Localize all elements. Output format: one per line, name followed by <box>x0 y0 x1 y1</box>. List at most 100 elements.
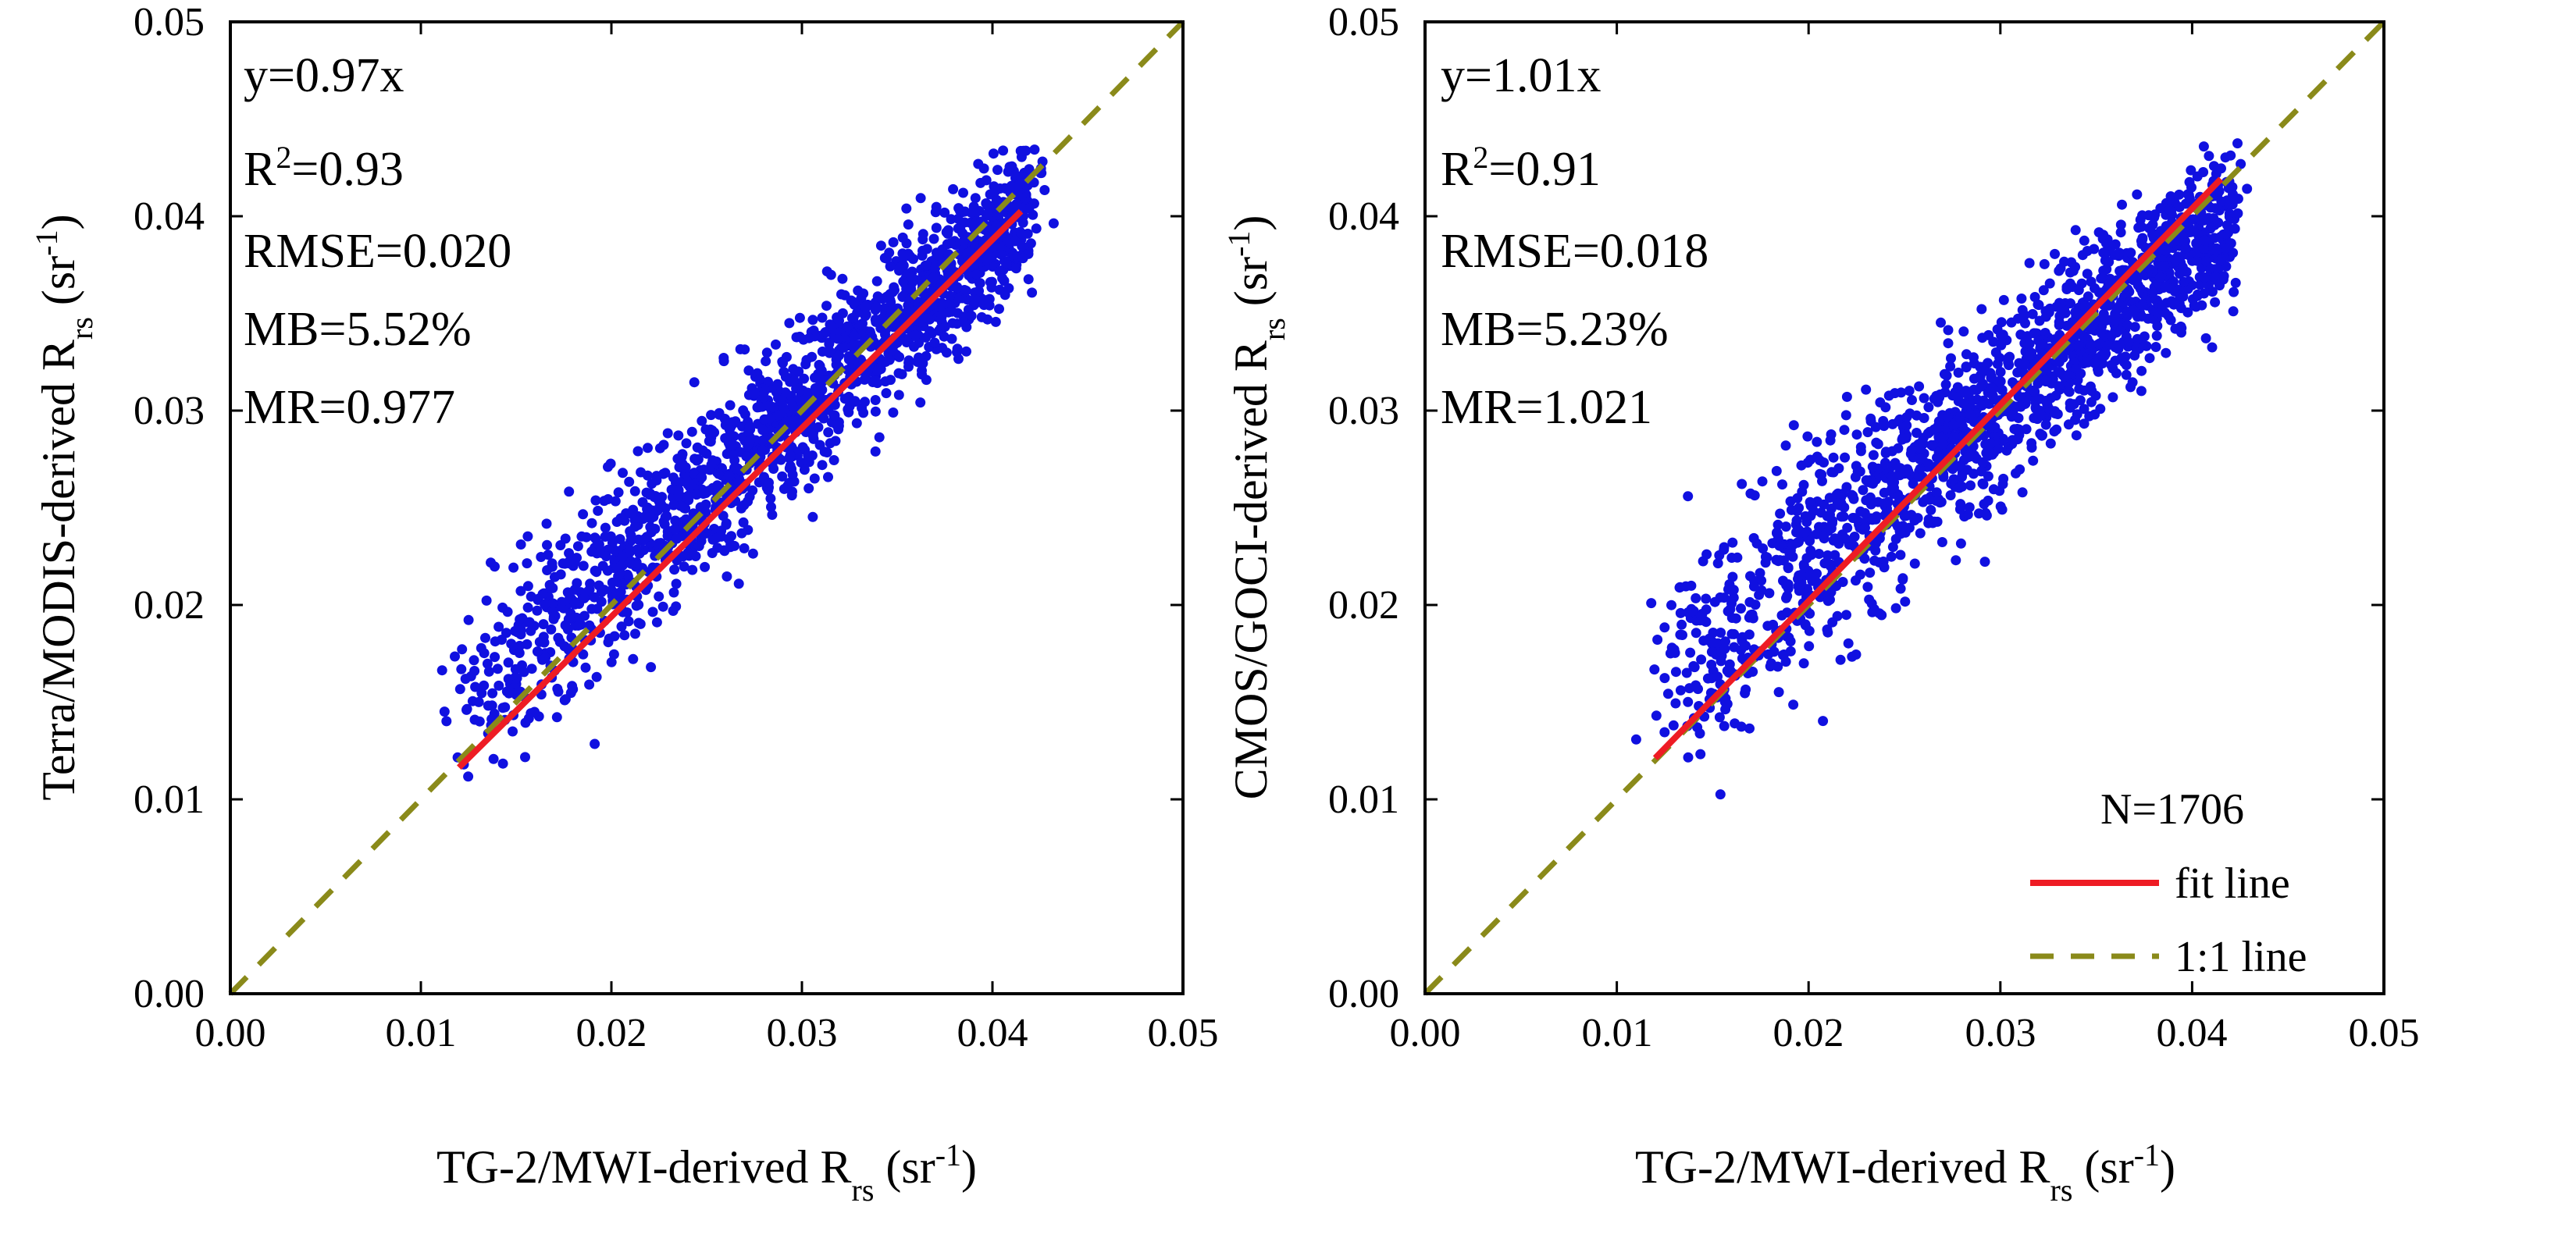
x-tick-label: 0.04 <box>2157 1011 2228 1055</box>
scatter-point <box>560 694 571 705</box>
scatter-point <box>460 674 471 685</box>
y-tick-label: 0.05 <box>1328 0 1399 44</box>
scatter-point <box>1764 588 1775 599</box>
scatter-point <box>479 680 490 691</box>
scatter-point <box>1979 365 1990 376</box>
scatter-point <box>943 307 954 318</box>
scatter-point <box>1841 391 1852 402</box>
scatter-point <box>1895 583 1906 594</box>
scatter-point <box>1969 384 1979 395</box>
scatter-point <box>697 472 707 483</box>
scatter-point <box>725 429 736 439</box>
scatter-point <box>917 245 928 256</box>
scatter-point <box>828 455 839 465</box>
scatter-point <box>1818 716 1829 727</box>
scatter-point <box>1675 629 1686 640</box>
scatter-point <box>1976 466 1986 477</box>
scatter-point <box>2208 161 2219 172</box>
scatter-point <box>1027 287 1038 298</box>
scatter-point <box>2214 186 2225 197</box>
scatter-point <box>757 425 768 436</box>
scatter-point <box>1666 642 1677 653</box>
scatter-point <box>894 263 905 274</box>
scatter-point <box>1651 710 1662 721</box>
scatter-point <box>2115 227 2126 238</box>
scatter-point <box>2016 294 2027 304</box>
scatter-point <box>1961 349 1972 360</box>
scatter-point <box>616 621 627 632</box>
scatter-point <box>832 312 843 323</box>
scatter-point <box>641 487 652 498</box>
scatter-point <box>1696 610 1707 621</box>
scatter-point <box>1768 619 1779 630</box>
scatter-point <box>502 607 513 617</box>
scatter-point <box>1936 432 1947 443</box>
scatter-point <box>1977 478 1988 489</box>
scatter-point <box>538 619 549 630</box>
scatter-point <box>556 596 567 607</box>
scatter-point <box>763 485 774 496</box>
scatter-point <box>2220 152 2231 163</box>
scatter-point <box>1900 510 1911 520</box>
scatter-point <box>872 291 883 302</box>
stat-rmse: RMSE=0.020 <box>244 225 511 278</box>
scatter-point <box>1023 274 1034 285</box>
scatter-point <box>2214 275 2225 286</box>
scatter-point <box>2118 353 2129 364</box>
scatter-point <box>1827 617 1838 628</box>
scatter-point <box>1943 412 1954 423</box>
scatter-point <box>1000 183 1011 194</box>
scatter-point <box>518 667 529 678</box>
scatter-point <box>778 358 788 368</box>
scatter-point <box>589 592 600 603</box>
scatter-point <box>578 649 589 660</box>
scatter-point <box>870 406 881 417</box>
scatter-point <box>860 301 871 311</box>
scatter-point <box>960 285 971 296</box>
scatter-point <box>1777 479 1787 490</box>
scatter-point <box>761 347 772 358</box>
scatter-point <box>1988 383 1999 394</box>
scatter-point <box>1800 511 1811 521</box>
scatter-point <box>470 681 481 692</box>
scatter-point <box>1983 398 1994 409</box>
scatter-point <box>1819 499 1830 510</box>
scatter-point <box>757 435 768 446</box>
scatter-point <box>1794 585 1805 596</box>
y-axis-label: CMOS/GOCI-derived Rrs (sr-1) <box>1221 215 1292 800</box>
scatter-point <box>1883 496 1894 507</box>
scatter-point <box>2203 212 2214 223</box>
scatter-point <box>473 696 484 707</box>
scatter-point <box>643 443 653 454</box>
scatter-point <box>799 373 810 384</box>
scatter-point <box>2216 254 2227 265</box>
scatter-point <box>978 294 989 305</box>
scatter-point <box>1839 425 1850 436</box>
scatter-point <box>522 602 533 613</box>
scatter-point <box>562 587 573 598</box>
scatter-point <box>1843 638 1854 649</box>
scatter-point <box>784 478 795 488</box>
scatter-point <box>2073 285 2084 296</box>
scatter-point <box>560 620 571 631</box>
y-tick-label: 0.02 <box>134 583 205 628</box>
scatter-point <box>915 397 926 408</box>
scatter-point <box>1670 698 1681 709</box>
scatter-point <box>520 752 530 763</box>
scatter-point <box>2095 404 2106 415</box>
scatter-point <box>693 454 704 464</box>
scatter-point <box>1936 537 1947 547</box>
scatter-point <box>1686 603 1697 614</box>
scatter-point <box>754 402 764 413</box>
scatter-point <box>569 557 580 568</box>
legend-fit-label: fit line <box>2175 859 2290 908</box>
scatter-point <box>1965 480 1976 491</box>
scatter-point <box>2110 315 2121 326</box>
scatter-point <box>508 726 518 737</box>
scatter-point <box>1870 422 1881 432</box>
scatter-point <box>847 340 858 350</box>
scatter-point <box>903 306 913 317</box>
scatter-point <box>2229 286 2239 297</box>
scatter-point <box>1931 390 1942 401</box>
scatter-point <box>825 319 836 330</box>
